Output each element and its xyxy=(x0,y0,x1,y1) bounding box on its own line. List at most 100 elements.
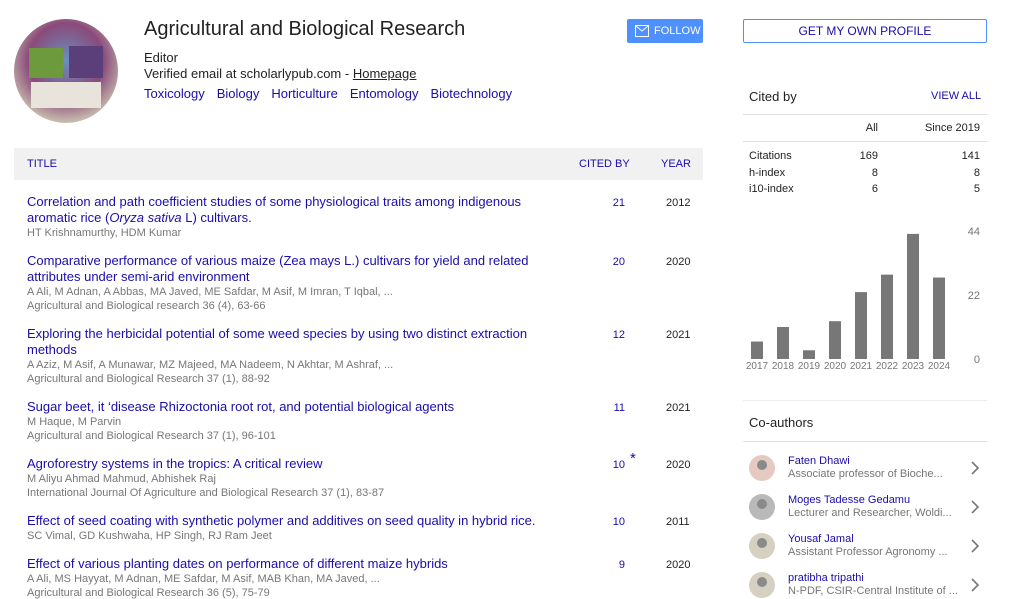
table-header-bar xyxy=(14,148,703,180)
article-title[interactable]: Effect of seed coating with synthetic po… xyxy=(27,513,537,529)
homepage[interactable]: Homepage xyxy=(352,66,417,81)
chevron-icon xyxy=(971,500,980,514)
metric-all: 8 xyxy=(871,166,878,179)
metric-all: 6 xyxy=(871,183,878,195)
article-title[interactable]: Effect of various planting dates on perf… xyxy=(27,556,537,572)
interest-link[interactable]: Entomology xyxy=(349,86,419,101)
cited-by-count[interactable]: 11 xyxy=(613,402,625,414)
divider xyxy=(743,141,987,142)
mail-icon xyxy=(635,25,649,37)
coauthor-avatar[interactable] xyxy=(749,572,775,598)
article-authors: A Aziz, M Asif, A Munawar, MZ Majeed, MA… xyxy=(27,359,394,371)
cited-by-heading: Cited by xyxy=(749,89,797,104)
year: 2020 xyxy=(666,256,691,268)
x-tick-label: 2022 xyxy=(876,361,899,372)
column-header[interactable]: YEAR xyxy=(661,158,691,170)
year: 2021 xyxy=(666,329,691,341)
follow-button[interactable]: FOLLOW xyxy=(627,19,703,43)
year: 2020 xyxy=(666,559,691,571)
x-tick-label: 2017 xyxy=(746,361,769,372)
bar xyxy=(881,274,893,359)
year: 2021 xyxy=(666,402,691,414)
article-title[interactable]: Comparative performance of various maize… xyxy=(27,253,537,285)
divider xyxy=(743,114,987,115)
article-venue: Agricultural and Biological research 36 … xyxy=(27,300,266,312)
title-text: Correlation and path coefficient studies… xyxy=(27,194,522,225)
coauthor-name[interactable]: Moges Tadesse Gedamu xyxy=(788,494,911,506)
year: 2012 xyxy=(666,197,691,209)
bar xyxy=(829,321,841,359)
interest-link[interactable]: Horticulture xyxy=(271,86,338,101)
coauthor-affiliation: N-PDF, CSIR-Central Institute of ... xyxy=(788,585,958,597)
article-title[interactable]: Correlation and path coefficient studies… xyxy=(27,194,537,226)
article-authors: HT Krishnamurthy, HDM Kumar xyxy=(27,227,182,239)
coauthor-name[interactable]: Yousaf Jamal xyxy=(788,533,854,545)
cited-by-count[interactable]: 12 xyxy=(612,329,625,341)
chevron[interactable] xyxy=(970,539,980,558)
article-venue: Agricultural and Biological Research 37 … xyxy=(27,430,276,442)
title-text: Exploring the herbicidal potential of so… xyxy=(27,326,528,357)
bar xyxy=(907,233,919,359)
x-tick-label: 2020 xyxy=(824,361,847,372)
interest-link[interactable]: Biotechnology xyxy=(430,86,513,101)
cited-by-count[interactable]: 20 xyxy=(612,256,625,268)
article-authors: M Aliyu Ahmad Mahmud, Abhishek Raj xyxy=(27,473,216,485)
avatar-figure xyxy=(757,460,767,470)
bar xyxy=(933,277,945,359)
coauthor-name[interactable]: pratibha tripathi xyxy=(788,572,864,584)
metric-all: 169 xyxy=(859,150,878,162)
follow-label: FOLLOW xyxy=(654,25,701,37)
coauthor-avatar[interactable] xyxy=(749,455,775,481)
chevron[interactable] xyxy=(970,461,980,480)
citations-chart: 0 22 44 2017 2018 2019 2020 2021 2022 2023 2024 xyxy=(746,226,980,372)
profile-logo xyxy=(14,19,118,123)
interest-link[interactable]: Toxicology xyxy=(144,86,205,101)
y-tick-label: 0 xyxy=(974,354,980,366)
title-text: Effect of various planting dates on perf… xyxy=(27,556,448,571)
column-header[interactable]: CITED BY xyxy=(579,158,630,170)
bar xyxy=(855,292,867,359)
divider xyxy=(743,400,987,401)
coauthor-avatar[interactable] xyxy=(749,494,775,520)
metric-name[interactable]: i10-index xyxy=(749,183,794,195)
cited-by-count[interactable]: 21 xyxy=(612,197,625,209)
metric-since: 5 xyxy=(973,183,980,195)
chevron-icon xyxy=(971,461,980,475)
title-text: Agroforestry systems in the tropics: A c… xyxy=(27,456,323,471)
chevron[interactable] xyxy=(970,578,980,597)
x-tick-label: 2023 xyxy=(902,361,925,372)
column-label: All xyxy=(865,122,878,134)
cited-by-count[interactable]: 10 xyxy=(612,516,625,528)
chevron[interactable] xyxy=(970,500,980,519)
bar xyxy=(751,341,763,359)
view-all[interactable]: VIEW ALL xyxy=(931,90,982,102)
metric-name[interactable]: Citations xyxy=(749,150,792,162)
metric-since: 141 xyxy=(961,150,980,162)
title-text: Comparative performance of various maize… xyxy=(27,253,529,284)
get-profile-button[interactable]: GET MY OWN PROFILE xyxy=(743,19,987,43)
cited-by-count[interactable]: 9 xyxy=(618,559,625,571)
coauthor-affiliation: Lecturer and Researcher, Woldi... xyxy=(788,507,952,519)
cited-by-count[interactable]: 10 xyxy=(612,459,625,471)
separator: - xyxy=(341,66,353,81)
article-title[interactable]: Exploring the herbicidal potential of so… xyxy=(27,326,537,358)
article-title[interactable]: Sugar beet, it ‘disease Rhizoctonia root… xyxy=(27,399,537,415)
metric-name[interactable]: h-index xyxy=(749,166,786,179)
email: Verified email at scholarlypub.com xyxy=(144,66,342,81)
title-text: Oryza sativa xyxy=(109,210,182,225)
interest-link[interactable]: Biology xyxy=(216,86,260,101)
y-tick-label: 22 xyxy=(968,290,980,302)
x-tick-label: 2018 xyxy=(772,361,795,372)
avatar-figure xyxy=(757,499,767,509)
avatar-figure xyxy=(757,538,767,548)
coauthor-avatar[interactable] xyxy=(749,533,775,559)
article-venue: Agricultural and Biological Research 36 … xyxy=(27,587,270,599)
affiliation: Editor xyxy=(144,50,178,65)
article-venue: Agricultural and Biological Research 37 … xyxy=(27,373,270,385)
profile-name: Agricultural and Biological Research xyxy=(144,18,466,40)
coauthor-name[interactable]: Faten Dhawi xyxy=(788,455,850,467)
title-text: Sugar beet, it ‘disease Rhizoctonia root… xyxy=(27,399,455,414)
bar xyxy=(777,327,789,359)
article-title[interactable]: Agroforestry systems in the tropics: A c… xyxy=(27,456,537,472)
